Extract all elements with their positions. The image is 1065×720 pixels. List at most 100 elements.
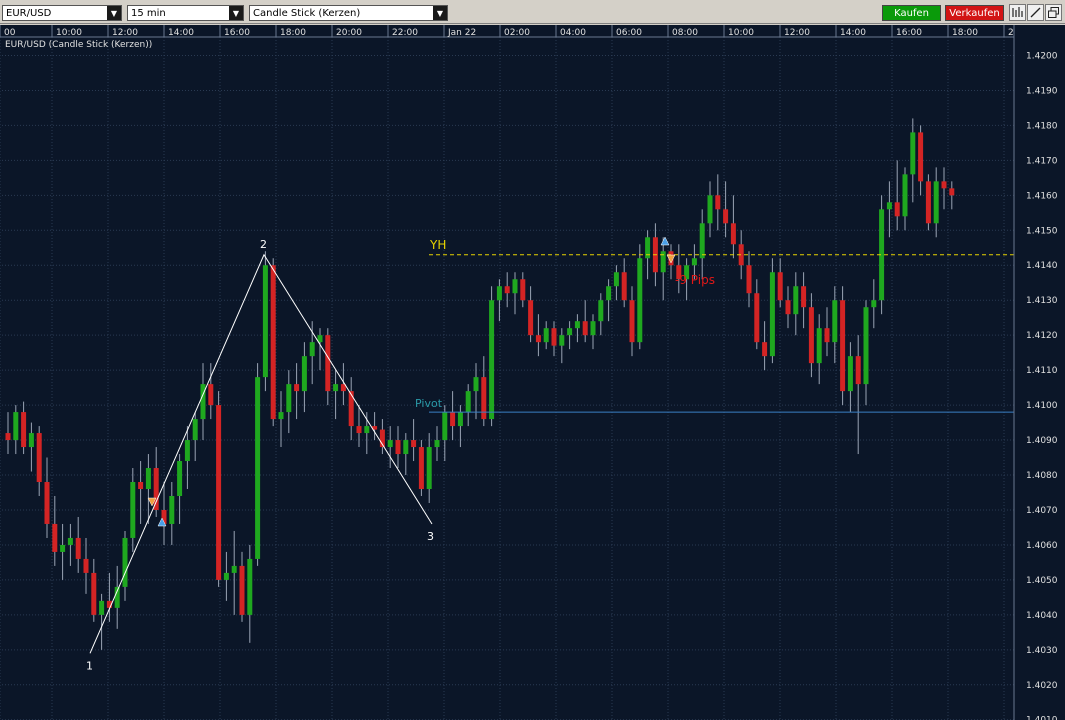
candle-body	[434, 440, 440, 448]
candle-body	[145, 468, 151, 490]
y-tick-label: 1.4110	[1026, 366, 1058, 376]
x-tick-label: 16:00	[896, 28, 922, 38]
candle-body	[512, 279, 518, 294]
y-tick-label: 1.4080	[1026, 471, 1058, 481]
candle-body	[411, 440, 417, 448]
y-axis-panel	[1014, 25, 1065, 720]
x-tick-label: 22:00	[392, 28, 418, 38]
candle-body	[824, 328, 830, 343]
candle-body	[606, 286, 612, 301]
candle-body	[262, 265, 268, 378]
candle-body	[348, 391, 354, 427]
symbol-select[interactable]: EUR/USD ▼	[2, 5, 122, 21]
candle-body	[465, 391, 471, 413]
candle-body	[754, 293, 760, 343]
candle-body	[520, 279, 526, 301]
chart-toolbar: EUR/USD ▼ 15 min ▼ Candle Stick (Kerzen)…	[0, 0, 1065, 24]
candle-body	[723, 209, 729, 224]
candle-body	[255, 377, 261, 559]
x-tick-label: 12:00	[784, 28, 810, 38]
x-axis: 00 10:00 12:00 14:00 16:00 18:00 20:00 22:00 Jan…	[0, 25, 1034, 38]
window-icon[interactable]	[1045, 4, 1062, 21]
candle-body	[629, 300, 635, 343]
candle-body	[762, 342, 768, 357]
sell-marker-icon	[666, 254, 676, 264]
y-tick-label: 1.4200	[1026, 51, 1058, 61]
candle-body	[91, 572, 97, 615]
candle-body	[231, 565, 237, 573]
candle-body	[808, 307, 814, 364]
candle-body	[114, 586, 120, 608]
candle-body	[60, 544, 66, 552]
candle-body	[590, 321, 596, 336]
candle-body	[816, 328, 822, 364]
candle-body	[52, 523, 58, 552]
x-tick-label: 10:00	[56, 28, 82, 38]
candle-body	[223, 572, 229, 580]
candle-body	[847, 356, 853, 392]
candle-body	[543, 328, 549, 343]
candle-body	[933, 181, 939, 224]
x-tick-label: 02:00	[504, 28, 530, 38]
y-tick-label: 1.4190	[1026, 86, 1058, 96]
yh-label: YH	[429, 238, 446, 252]
candle-body	[130, 482, 136, 538]
chart-canvas[interactable]: YH Pivot 1 2 3 -9 Pips 00 10:00 12:00 14:00 16:00…	[0, 25, 1065, 720]
candle-body	[793, 286, 799, 315]
candle-body	[801, 286, 807, 308]
y-tick-label: 1.4010	[1026, 716, 1058, 720]
candle-body	[769, 272, 775, 357]
x-tick-label: 14:00	[840, 28, 866, 38]
x-tick-label: Jan 22	[447, 28, 476, 38]
candle-body	[106, 600, 112, 608]
candle-body	[325, 335, 331, 392]
candle-body	[99, 600, 105, 615]
candle-body	[598, 300, 604, 322]
x-tick-label: 06:00	[616, 28, 642, 38]
y-tick-label: 1.4070	[1026, 506, 1058, 516]
candle-body	[301, 356, 307, 392]
candle-body	[715, 195, 721, 210]
candle-body	[278, 412, 284, 420]
candle-body	[192, 419, 198, 441]
candle-body	[832, 300, 838, 343]
price-chart[interactable]: YH Pivot 1 2 3 -9 Pips 00 10:00 12:00 14:00 16:00…	[0, 25, 1065, 720]
candle-body	[660, 251, 666, 273]
candle-body	[364, 426, 370, 434]
candle-body	[44, 482, 50, 524]
candle-body	[684, 265, 690, 280]
y-tick-label: 1.4140	[1026, 261, 1058, 271]
candle-body	[340, 384, 346, 392]
timeframe-select[interactable]: 15 min ▼	[127, 5, 244, 21]
pattern-point-label: 1	[86, 659, 93, 672]
chart-type-select[interactable]: Candle Stick (Kerzen) ▼	[249, 5, 448, 21]
candle-body	[5, 433, 11, 441]
candle-body	[918, 132, 924, 182]
chevron-down-icon: ▼	[229, 6, 243, 20]
sell-button[interactable]: Verkaufen	[945, 5, 1004, 21]
candle-body	[75, 537, 81, 559]
candle-body	[489, 300, 495, 420]
y-tick-label: 1.4030	[1026, 646, 1058, 656]
y-tick-label: 1.4020	[1026, 681, 1058, 691]
buy-button[interactable]: Kaufen	[882, 5, 941, 21]
draw-line-icon[interactable]	[1027, 4, 1044, 21]
candle-body	[286, 384, 292, 413]
candle-body	[941, 181, 947, 189]
candle-body	[567, 328, 573, 336]
candle-body	[83, 558, 89, 573]
y-tick-label: 1.4150	[1026, 226, 1058, 236]
bar-chart-icon[interactable]	[1009, 4, 1026, 21]
candle-body	[387, 440, 393, 448]
candle-body	[551, 328, 557, 346]
candle-body	[481, 377, 487, 420]
candle-body	[122, 537, 128, 587]
candle-body	[426, 447, 432, 490]
candle-body	[855, 356, 861, 385]
candle-body	[574, 321, 580, 329]
candle-body	[247, 558, 253, 615]
candle-body	[21, 412, 27, 448]
candle-body	[28, 433, 34, 448]
candle-body	[239, 565, 245, 615]
candle-body	[333, 384, 339, 392]
